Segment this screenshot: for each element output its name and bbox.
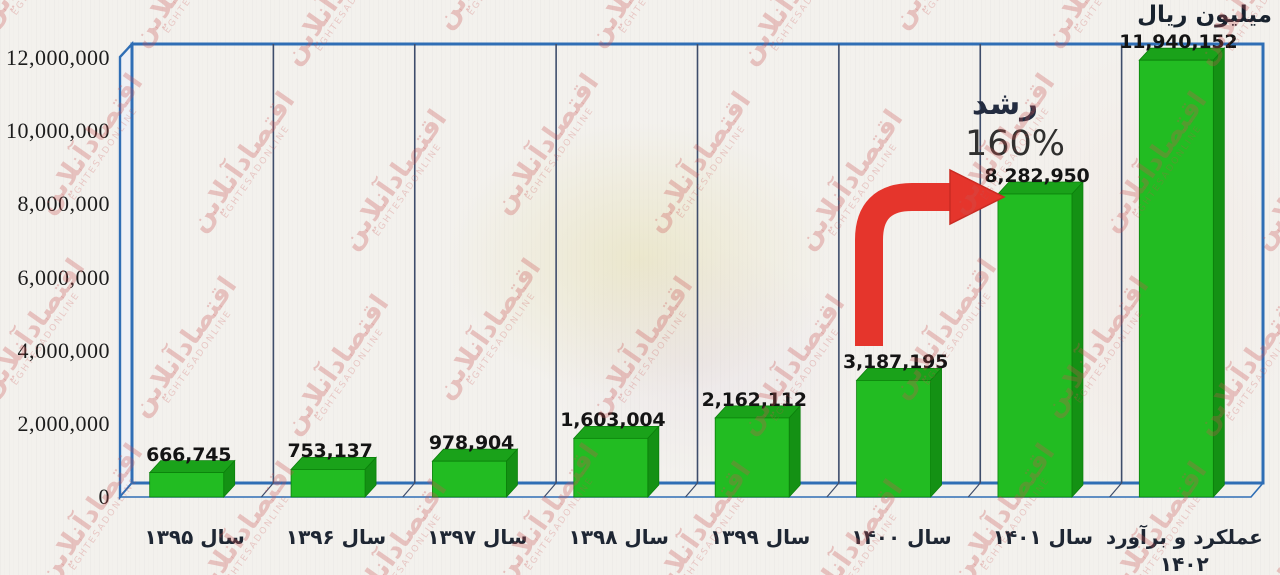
bar-side-face: [788, 404, 801, 499]
bar-value-label: 8,282,950: [984, 164, 1090, 187]
bar-value-label: 1,603,004: [560, 409, 666, 432]
y-axis-tick-label: 10,000,000: [6, 118, 110, 144]
gridline-floor-edge: [1109, 482, 1123, 498]
bar: [714, 404, 802, 499]
bar-value-label: 2,162,112: [701, 388, 807, 411]
bar-front-face: [290, 469, 366, 498]
bar-value-label: 11,940,152: [1119, 31, 1238, 54]
bar-front-face: [149, 472, 225, 498]
gridline-floor-edge: [685, 482, 698, 498]
bar: [148, 459, 236, 499]
x-axis-category-label: سال ۱۴۰۱: [992, 525, 1094, 549]
y-axis-tick-label: 6,000,000: [17, 264, 110, 290]
bar-value-label: 978,904: [428, 432, 514, 455]
x-axis-category-label: سال ۱۳۹۸: [568, 525, 669, 549]
bar-value-label: 753,137: [287, 440, 373, 463]
x-label-line2: ۱۴۰۲: [1159, 552, 1209, 575]
bar-side-face: [1071, 180, 1084, 499]
gridline-floor-edge: [260, 482, 274, 498]
x-axis-category-label: عملکرد و برآورد ۱۴۰۲: [1099, 524, 1269, 575]
gridline-floor-edge: [967, 482, 981, 498]
x-axis-category-label: سال ۱۳۹۷: [427, 525, 528, 549]
x-label-line1: عملکرد و برآورد: [1105, 525, 1263, 549]
x-axis-category-label: سال ۱۳۹۵: [144, 525, 245, 549]
bar: [572, 425, 660, 499]
gridline-floor-edge: [826, 482, 840, 498]
bar: [855, 367, 943, 499]
growth-annotation-percent: 160%: [964, 124, 1066, 164]
x-axis-category-label: سال ۱۳۹۹: [710, 525, 811, 549]
bar-front-face: [432, 460, 507, 498]
gridline-floor-edge: [543, 482, 557, 498]
bar: [290, 456, 377, 499]
gridline-floor-edge: [402, 482, 416, 498]
x-axis-category-label: سال ۱۴۰۰: [851, 525, 952, 549]
bar-side-face: [930, 367, 942, 499]
y-axis-tick-label: 2,000,000: [17, 410, 110, 436]
bar-front-face: [1138, 59, 1214, 498]
bar-front-face: [573, 437, 649, 498]
bar-value-label: 3,187,195: [842, 351, 949, 374]
bar-front-face: [714, 417, 790, 498]
x-axis-category-label: سال ۱۳۹۶: [285, 525, 387, 549]
bar-front-face: [997, 193, 1073, 498]
y-axis-tick-label: 4,000,000: [17, 337, 110, 363]
bar-front-face: [856, 380, 931, 498]
bar: [997, 180, 1084, 499]
plot-left-wall: [118, 40, 134, 501]
y-axis-tick-label: 0: [98, 484, 110, 509]
bar-side-face: [1212, 47, 1225, 499]
y-axis-tick-label: 8,000,000: [17, 191, 110, 217]
growth-arrow: [855, 168, 1006, 346]
bar-side-face: [647, 425, 660, 499]
bar-value-label: 666,745: [146, 443, 232, 466]
bar: [1138, 47, 1226, 499]
axis-unit-title: میلیون ریال: [1137, 2, 1272, 28]
bar: [431, 448, 519, 499]
growth-annotation-word: رشد: [971, 86, 1039, 122]
y-axis-tick-label: 12,000,000: [6, 45, 110, 70]
